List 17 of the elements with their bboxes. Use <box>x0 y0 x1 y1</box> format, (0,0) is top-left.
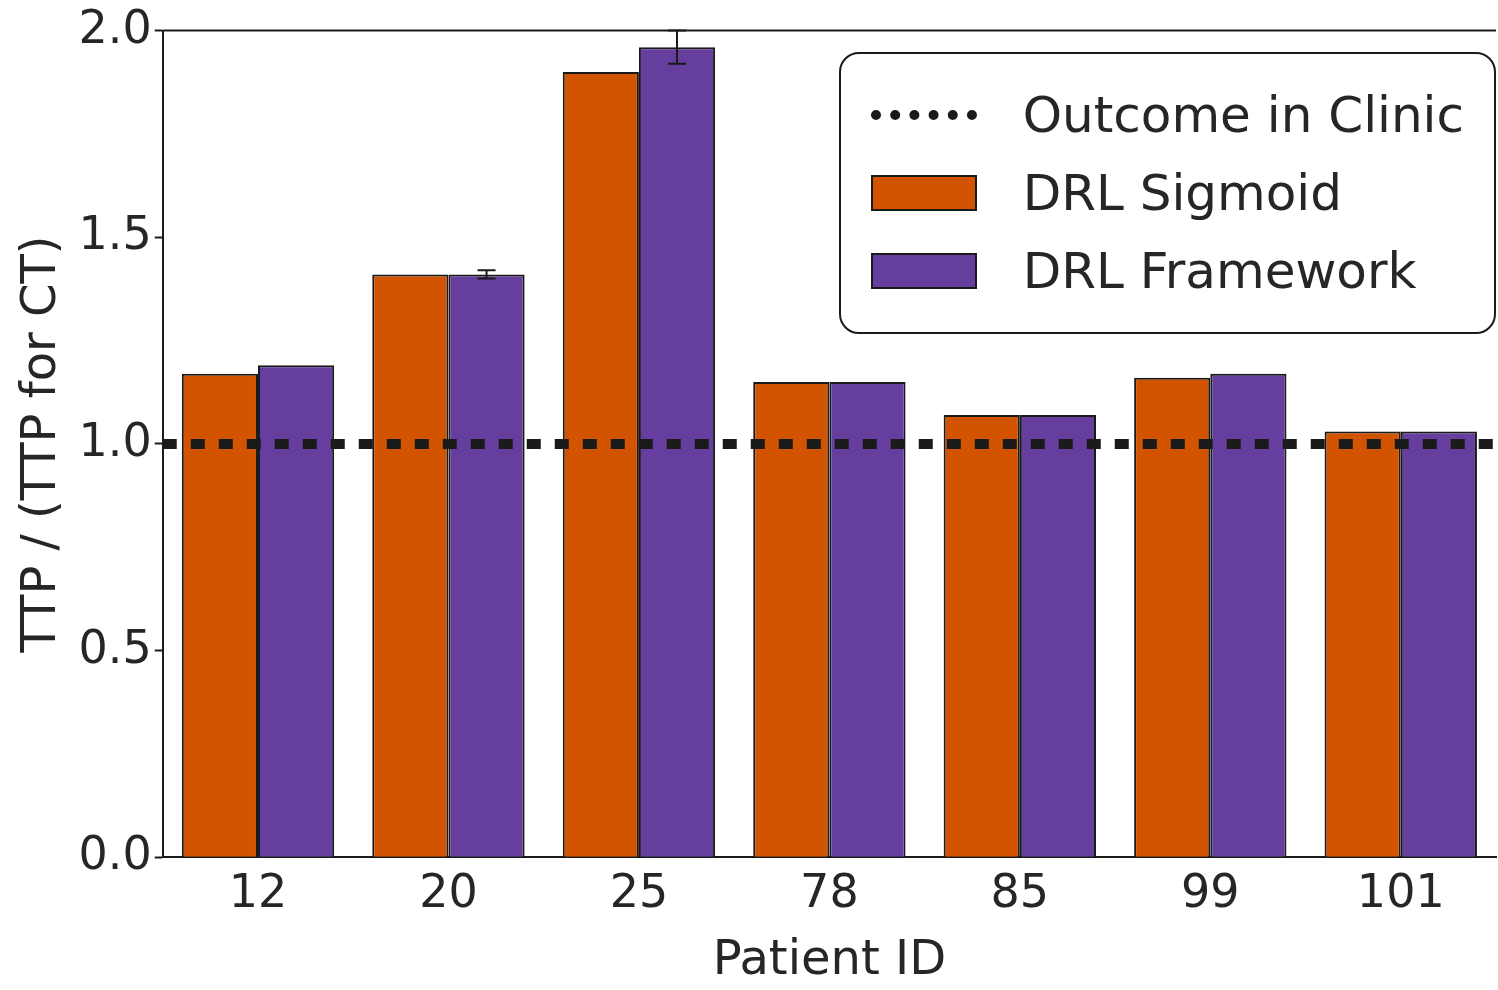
y-tick-label: 2.0 <box>78 0 152 54</box>
x-tick-label: 25 <box>609 863 669 918</box>
legend-label: DRL Sigmoid <box>1022 164 1342 222</box>
legend-label: Outcome in Clinic <box>1022 86 1464 144</box>
y-tick-label: 1.5 <box>78 206 152 261</box>
x-tick-label: 99 <box>1181 863 1240 918</box>
x-tick-label: 12 <box>228 863 288 918</box>
y-tick-label: 0.0 <box>78 826 152 881</box>
x-axis-title: Patient ID <box>712 928 947 985</box>
x-tick-label: 20 <box>419 863 478 918</box>
y-tick-label: 0.5 <box>78 619 152 674</box>
y-tick-label: 1.0 <box>78 412 152 467</box>
y-axis-title: TTP / (TTP for CT) <box>10 235 67 654</box>
x-tick-label: 101 <box>1356 863 1445 918</box>
x-tick-label: 78 <box>800 863 859 918</box>
legend-label: DRL Framework <box>1022 242 1417 300</box>
x-tick-label: 85 <box>990 863 1050 918</box>
